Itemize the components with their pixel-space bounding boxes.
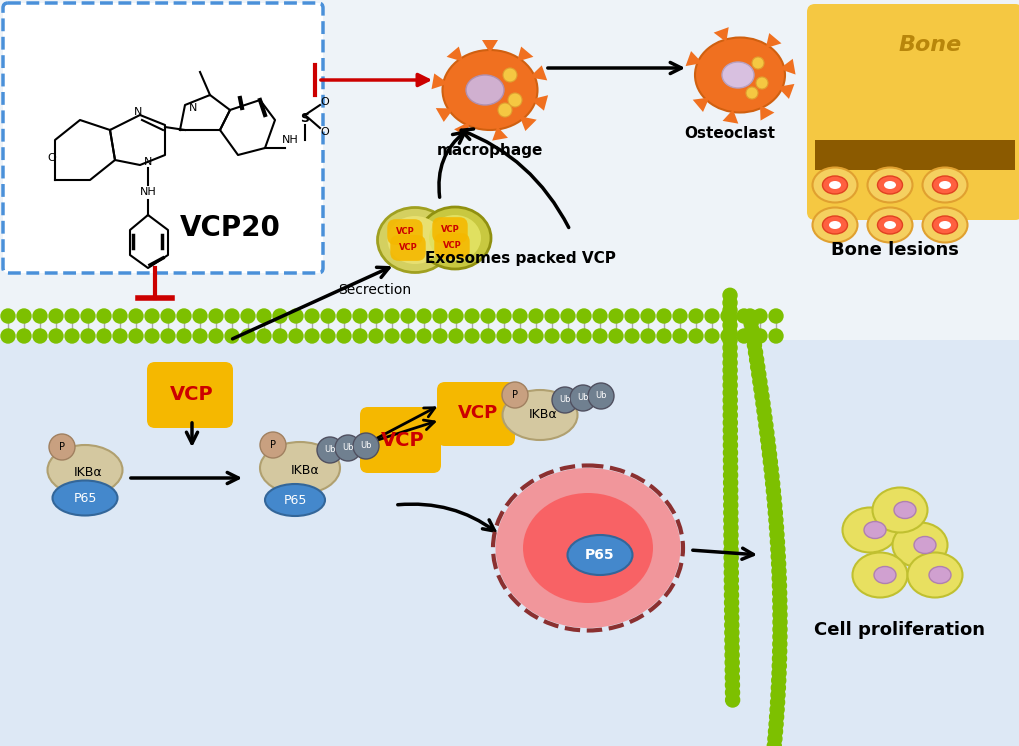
- Circle shape: [757, 411, 771, 425]
- Circle shape: [65, 329, 78, 343]
- Circle shape: [336, 309, 351, 323]
- Circle shape: [752, 374, 766, 389]
- Circle shape: [765, 477, 779, 491]
- Circle shape: [433, 309, 446, 323]
- Circle shape: [722, 445, 737, 460]
- Ellipse shape: [931, 216, 957, 234]
- Circle shape: [725, 686, 739, 700]
- Ellipse shape: [883, 221, 895, 229]
- Circle shape: [723, 603, 738, 617]
- Polygon shape: [759, 105, 773, 121]
- Circle shape: [753, 382, 767, 396]
- Ellipse shape: [48, 445, 122, 495]
- Circle shape: [400, 329, 415, 343]
- Text: NH: NH: [140, 187, 156, 197]
- Circle shape: [704, 309, 718, 323]
- Circle shape: [745, 87, 757, 99]
- Circle shape: [49, 309, 63, 323]
- Circle shape: [725, 626, 738, 639]
- Circle shape: [772, 601, 786, 615]
- Circle shape: [756, 404, 770, 418]
- Circle shape: [723, 506, 737, 520]
- Circle shape: [767, 724, 782, 739]
- Circle shape: [749, 353, 763, 367]
- Circle shape: [502, 68, 517, 82]
- Circle shape: [656, 329, 671, 343]
- Circle shape: [772, 630, 786, 644]
- FancyBboxPatch shape: [0, 0, 1019, 340]
- Circle shape: [317, 437, 342, 463]
- Circle shape: [771, 564, 786, 578]
- Circle shape: [722, 348, 737, 363]
- Circle shape: [577, 309, 590, 323]
- Circle shape: [288, 309, 303, 323]
- Circle shape: [225, 329, 238, 343]
- Circle shape: [769, 710, 783, 724]
- Circle shape: [762, 455, 776, 468]
- Circle shape: [766, 491, 781, 505]
- Circle shape: [384, 329, 398, 343]
- Circle shape: [587, 383, 613, 409]
- Circle shape: [704, 329, 718, 343]
- Circle shape: [723, 521, 737, 535]
- Circle shape: [305, 329, 319, 343]
- Circle shape: [177, 309, 191, 323]
- Circle shape: [273, 309, 286, 323]
- Ellipse shape: [694, 37, 785, 113]
- FancyBboxPatch shape: [814, 140, 1014, 170]
- Circle shape: [767, 498, 781, 513]
- Circle shape: [49, 434, 75, 460]
- Circle shape: [725, 641, 739, 654]
- Text: IKBα: IKBα: [528, 409, 556, 421]
- Circle shape: [767, 732, 782, 746]
- Circle shape: [608, 329, 623, 343]
- Circle shape: [723, 528, 738, 542]
- Circle shape: [551, 387, 578, 413]
- Ellipse shape: [265, 484, 325, 516]
- Circle shape: [128, 329, 143, 343]
- Circle shape: [145, 329, 159, 343]
- Circle shape: [497, 103, 512, 117]
- Circle shape: [771, 674, 785, 687]
- Circle shape: [772, 615, 787, 629]
- Circle shape: [725, 648, 739, 662]
- Circle shape: [336, 329, 351, 343]
- Circle shape: [723, 498, 737, 513]
- Circle shape: [65, 309, 78, 323]
- Circle shape: [257, 329, 271, 343]
- Circle shape: [758, 419, 772, 433]
- Circle shape: [771, 579, 786, 592]
- Text: O: O: [48, 153, 56, 163]
- Circle shape: [334, 435, 361, 461]
- Text: S: S: [301, 111, 309, 125]
- Ellipse shape: [921, 168, 967, 202]
- Circle shape: [640, 309, 654, 323]
- Text: N: N: [133, 107, 142, 117]
- Ellipse shape: [921, 207, 967, 242]
- Circle shape: [560, 309, 575, 323]
- Circle shape: [725, 663, 739, 677]
- Circle shape: [273, 329, 286, 343]
- Circle shape: [722, 408, 737, 422]
- Circle shape: [771, 659, 786, 673]
- Text: N: N: [144, 157, 152, 167]
- Circle shape: [688, 309, 702, 323]
- Circle shape: [761, 440, 774, 454]
- Text: P: P: [59, 442, 65, 452]
- Circle shape: [769, 695, 784, 709]
- Polygon shape: [530, 95, 547, 110]
- FancyBboxPatch shape: [360, 407, 440, 473]
- Circle shape: [769, 535, 784, 549]
- Circle shape: [764, 469, 779, 483]
- Circle shape: [722, 378, 737, 392]
- FancyBboxPatch shape: [436, 382, 515, 446]
- Circle shape: [17, 329, 31, 343]
- Polygon shape: [482, 40, 497, 53]
- Text: Bone lesions: Bone lesions: [830, 241, 958, 259]
- Circle shape: [722, 363, 737, 377]
- Circle shape: [772, 608, 787, 622]
- Circle shape: [353, 433, 379, 459]
- Text: VCP: VCP: [458, 404, 497, 422]
- Ellipse shape: [812, 168, 857, 202]
